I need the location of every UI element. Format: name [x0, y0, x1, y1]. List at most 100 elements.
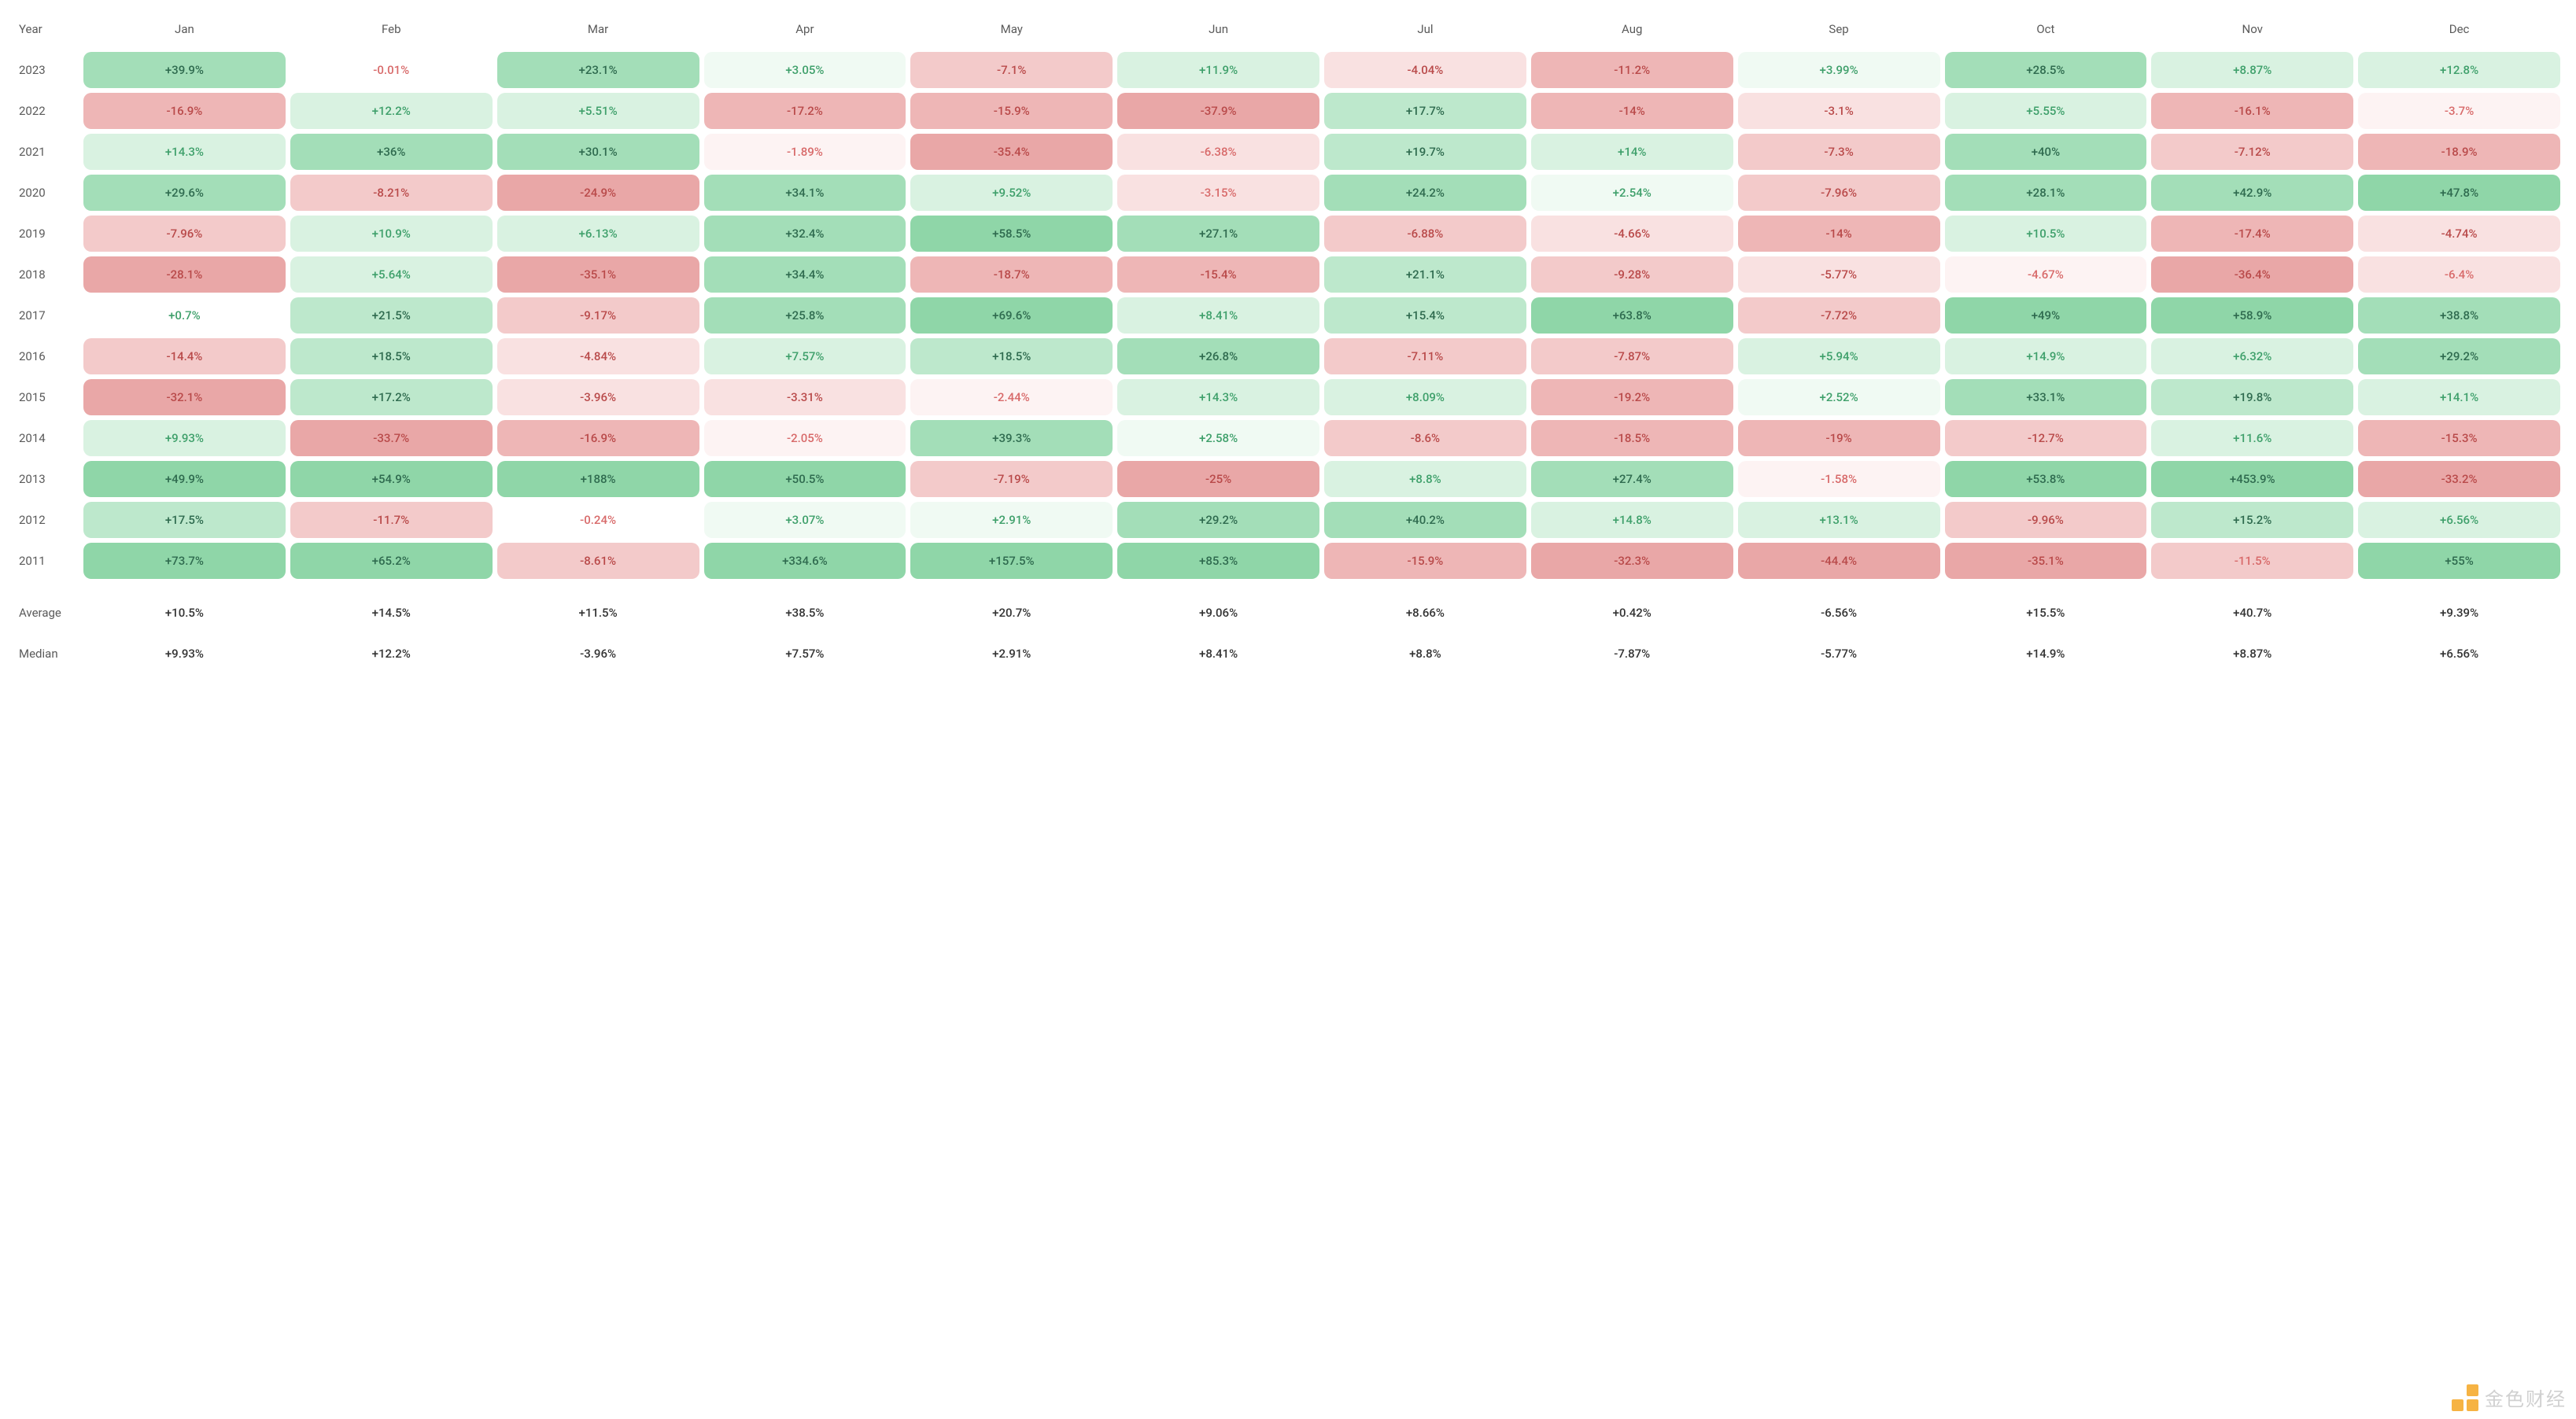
- heatmap-cell: +14.8%: [1531, 502, 1733, 538]
- heatmap-cell: +10.9%: [290, 216, 493, 252]
- heatmap-cell: +28.5%: [1945, 52, 2147, 88]
- heatmap-cell: -2.44%: [910, 379, 1113, 415]
- heatmap-cell: +14.9%: [1945, 338, 2147, 374]
- summary-row-label: Average: [16, 595, 79, 631]
- heatmap-cell: -28.1%: [83, 256, 286, 293]
- summary-cell: -3.96%: [497, 636, 699, 672]
- summary-cell: +11.5%: [497, 595, 699, 631]
- column-header-month: Jul: [1324, 16, 1526, 47]
- heatmap-cell: -15.4%: [1117, 256, 1319, 293]
- heatmap-cell: -15.9%: [910, 93, 1113, 129]
- heatmap-cell: -19.2%: [1531, 379, 1733, 415]
- heatmap-cell: +34.4%: [704, 256, 906, 293]
- heatmap-cell: +17.5%: [83, 502, 286, 538]
- heatmap-cell: -44.4%: [1738, 543, 1940, 579]
- heatmap-cell: +2.58%: [1117, 420, 1319, 456]
- heatmap-cell: +29.2%: [2358, 338, 2560, 374]
- heatmap-cell: -2.05%: [704, 420, 906, 456]
- heatmap-cell: +8.09%: [1324, 379, 1526, 415]
- heatmap-cell: +12.8%: [2358, 52, 2560, 88]
- heatmap-cell: -16.9%: [497, 420, 699, 456]
- heatmap-cell: +15.4%: [1324, 297, 1526, 334]
- heatmap-cell: -4.67%: [1945, 256, 2147, 293]
- heatmap-cell: +54.9%: [290, 461, 493, 497]
- heatmap-cell: +157.5%: [910, 543, 1113, 579]
- heatmap-cell: +42.9%: [2151, 175, 2353, 211]
- heatmap-cell: +34.1%: [704, 175, 906, 211]
- heatmap-cell: +14.3%: [83, 134, 286, 170]
- heatmap-cell: -11.2%: [1531, 52, 1733, 88]
- heatmap-cell: +21.1%: [1324, 256, 1526, 293]
- heatmap-cell: +63.8%: [1531, 297, 1733, 334]
- heatmap-cell: -14.4%: [83, 338, 286, 374]
- heatmap-cell: -33.7%: [290, 420, 493, 456]
- heatmap-cell: +40%: [1945, 134, 2147, 170]
- heatmap-cell: +3.99%: [1738, 52, 1940, 88]
- summary-row-label: Median: [16, 636, 79, 672]
- heatmap-cell: +73.7%: [83, 543, 286, 579]
- heatmap-cell: +24.2%: [1324, 175, 1526, 211]
- summary-cell: +14.9%: [1945, 636, 2147, 672]
- row-header-year: 2017: [16, 297, 79, 334]
- summary-cell: +38.5%: [704, 595, 906, 631]
- summary-cell: +8.41%: [1117, 636, 1319, 672]
- row-header-year: 2020: [16, 175, 79, 211]
- heatmap-cell: -7.19%: [910, 461, 1113, 497]
- row-header-year: 2018: [16, 256, 79, 293]
- heatmap-cell: -8.21%: [290, 175, 493, 211]
- heatmap-cell: +23.1%: [497, 52, 699, 88]
- heatmap-cell: +3.07%: [704, 502, 906, 538]
- column-header-year: Year: [16, 16, 79, 47]
- heatmap-cell: -7.96%: [83, 216, 286, 252]
- heatmap-cell: -11.7%: [290, 502, 493, 538]
- heatmap-cell: -1.89%: [704, 134, 906, 170]
- summary-cell: +6.56%: [2358, 636, 2560, 672]
- heatmap-cell: +26.8%: [1117, 338, 1319, 374]
- heatmap-cell: +18.5%: [290, 338, 493, 374]
- heatmap-cell: -8.61%: [497, 543, 699, 579]
- heatmap-cell: -3.7%: [2358, 93, 2560, 129]
- heatmap-cell: -0.01%: [290, 52, 493, 88]
- column-header-month: Aug: [1531, 16, 1733, 47]
- heatmap-cell: -0.24%: [497, 502, 699, 538]
- heatmap-cell: -19%: [1738, 420, 1940, 456]
- heatmap-cell: +10.5%: [1945, 216, 2147, 252]
- summary-cell: +14.5%: [290, 595, 493, 631]
- heatmap-cell: +14%: [1531, 134, 1733, 170]
- heatmap-cell: +39.3%: [910, 420, 1113, 456]
- heatmap-cell: +6.56%: [2358, 502, 2560, 538]
- heatmap-cell: +5.55%: [1945, 93, 2147, 129]
- heatmap-cell: -7.3%: [1738, 134, 1940, 170]
- row-header-year: 2016: [16, 338, 79, 374]
- heatmap-cell: +9.52%: [910, 175, 1113, 211]
- heatmap-cell: -35.1%: [1945, 543, 2147, 579]
- heatmap-cell: +5.64%: [290, 256, 493, 293]
- heatmap-cell: +30.1%: [497, 134, 699, 170]
- heatmap-cell: +11.6%: [2151, 420, 2353, 456]
- heatmap-cell: +50.5%: [704, 461, 906, 497]
- row-header-year: 2014: [16, 420, 79, 456]
- heatmap-cell: -6.38%: [1117, 134, 1319, 170]
- column-header-month: Oct: [1945, 16, 2147, 47]
- row-header-year: 2011: [16, 543, 79, 579]
- heatmap-cell: +8.8%: [1324, 461, 1526, 497]
- heatmap-cell: -14%: [1531, 93, 1733, 129]
- heatmap-cell: -32.1%: [83, 379, 286, 415]
- heatmap-cell: +2.91%: [910, 502, 1113, 538]
- heatmap-cell: -9.17%: [497, 297, 699, 334]
- heatmap-cell: -17.2%: [704, 93, 906, 129]
- heatmap-cell: -11.5%: [2151, 543, 2353, 579]
- heatmap-cell: +11.9%: [1117, 52, 1319, 88]
- column-header-month: Apr: [704, 16, 906, 47]
- heatmap-cell: +65.2%: [290, 543, 493, 579]
- heatmap-cell: +5.51%: [497, 93, 699, 129]
- summary-cell: +2.91%: [910, 636, 1113, 672]
- heatmap-cell: +27.4%: [1531, 461, 1733, 497]
- summary-cell: +7.57%: [704, 636, 906, 672]
- heatmap-cell: +2.54%: [1531, 175, 1733, 211]
- heatmap-cell: +5.94%: [1738, 338, 1940, 374]
- heatmap-cell: -6.88%: [1324, 216, 1526, 252]
- heatmap-cell: +7.57%: [704, 338, 906, 374]
- heatmap-cell: +39.9%: [83, 52, 286, 88]
- heatmap-cell: +6.13%: [497, 216, 699, 252]
